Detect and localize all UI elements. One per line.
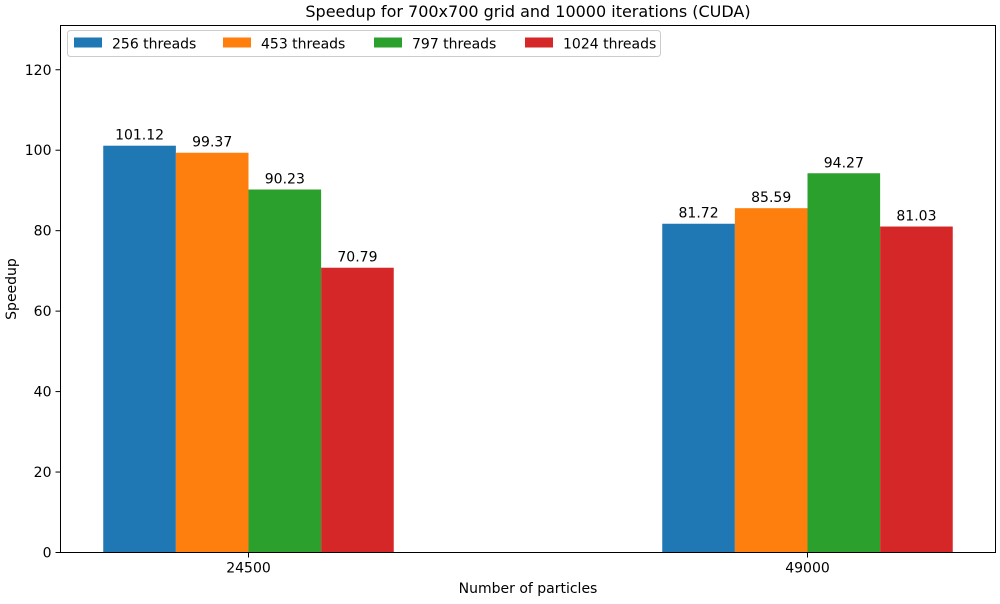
legend-label: 797 threads bbox=[412, 37, 496, 53]
legend-label: 453 threads bbox=[261, 37, 345, 53]
x-tick-label: 49000 bbox=[785, 561, 830, 577]
y-tick-label: 120 bbox=[25, 63, 52, 79]
legend-label: 1024 threads bbox=[563, 37, 656, 53]
y-axis: 0 20 40 60 80 100 120 bbox=[25, 63, 61, 562]
y-tick-label: 100 bbox=[25, 143, 52, 159]
chart-title: Speedup for 700x700 grid and 10000 itera… bbox=[305, 2, 750, 21]
bar-256-threads-49000 bbox=[662, 223, 735, 553]
data-label: 70.79 bbox=[337, 250, 377, 266]
bar-453-threads-24500 bbox=[175, 152, 249, 553]
legend-swatch-256-threads bbox=[74, 37, 102, 48]
data-label: 90.23 bbox=[265, 172, 305, 188]
x-axis-label: Number of particles bbox=[459, 581, 598, 597]
data-labels-layer: 101.12 99.37 90.23 70.79 81.72 85.59 94.27 81.0… bbox=[115, 128, 936, 266]
data-label: 94.27 bbox=[824, 155, 864, 171]
y-tick-label: 20 bbox=[34, 465, 52, 481]
x-axis: 24500 49000 bbox=[226, 552, 830, 577]
legend: 256 threads 453 threads 797 threads 1024 th… bbox=[67, 30, 661, 57]
legend-frame bbox=[67, 30, 661, 57]
y-tick-label: 40 bbox=[34, 385, 52, 401]
bar-1024-threads-49000 bbox=[880, 226, 953, 553]
y-tick-label: 80 bbox=[34, 224, 52, 240]
bars-layer bbox=[103, 145, 953, 553]
y-tick-label: 60 bbox=[34, 304, 52, 320]
legend-label: 256 threads bbox=[112, 37, 196, 53]
data-label: 81.03 bbox=[896, 209, 936, 225]
bar-1024-threads-24500 bbox=[321, 267, 394, 553]
bar-256-threads-24500 bbox=[103, 145, 176, 553]
bar-453-threads-49000 bbox=[734, 208, 808, 553]
data-label: 101.12 bbox=[115, 128, 164, 144]
legend-swatch-797-threads bbox=[374, 37, 402, 48]
data-label: 99.37 bbox=[192, 135, 232, 151]
y-axis-label: Speedup bbox=[4, 258, 20, 320]
x-tick-label: 24500 bbox=[226, 561, 271, 577]
data-label: 81.72 bbox=[679, 206, 719, 222]
legend-swatch-1024-threads bbox=[525, 37, 553, 48]
data-label: 85.59 bbox=[751, 190, 791, 206]
bar-797-threads-24500 bbox=[248, 189, 322, 553]
legend-swatch-453-threads bbox=[223, 37, 251, 48]
y-tick-label: 0 bbox=[43, 546, 52, 562]
bar-797-threads-49000 bbox=[807, 173, 881, 553]
plot-frame bbox=[60, 25, 996, 553]
